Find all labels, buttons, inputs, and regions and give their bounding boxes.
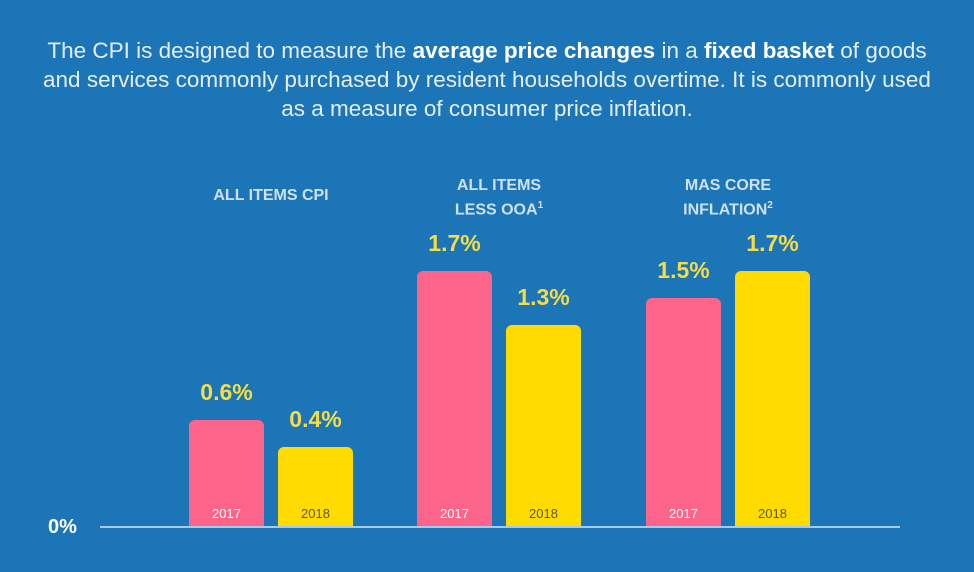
data-label: 0.6% [200,378,253,405]
bar-year-label: 2017 [440,505,469,521]
bar-2018: 2018 [506,324,581,527]
data-label: 1.3% [517,283,570,310]
bar-year-label: 2018 [301,505,330,521]
bar-year-label: 2018 [758,505,787,521]
category-label-line: LESS OOA1 [454,200,544,219]
footnote-marker: 2 [767,200,773,211]
bar-year-label: 2017 [212,505,241,521]
intro-emphasis: fixed basket [703,38,835,63]
bar-year-label: 2017 [669,506,698,521]
bar-2018: 2018 [735,270,810,527]
intro-emphasis: average price changes [412,38,656,63]
bar-2017: 2017 [417,270,492,527]
bar-2017: 2017 [646,297,721,527]
intro-text: The CPI is designed to measure the avera… [40,36,934,123]
baseline-label: 0% [48,516,77,538]
bar-year-label: 2018 [529,505,558,521]
category-label-line: MAS CORE [684,177,772,194]
category-label: ALL ITEMS LESS OOA1 [399,176,599,220]
category-label: ALL ITEMS CPI [171,186,371,206]
bar-2017: 2017 [189,419,264,527]
data-label: 1.7% [746,229,799,256]
intro-segment: in a [655,38,704,63]
x-axis-line [100,526,900,528]
category-label: MAS CORE INFLATION2 [628,176,828,220]
data-label: 0.4% [289,405,342,432]
category-label-line: ALL ITEMS [456,177,542,194]
footnote-marker: 1 [537,200,544,211]
bar-2018: 2018 [278,446,353,527]
data-label: 1.7% [428,229,481,256]
category-label-line: ALL ITEMS CPI [213,187,329,204]
intro-segment: of goods and services commonly purchased… [43,38,931,121]
intro-segment: The CPI is designed to measure the [47,38,413,63]
data-label: 1.5% [657,256,710,283]
category-label-line: INFLATION2 [683,200,773,219]
